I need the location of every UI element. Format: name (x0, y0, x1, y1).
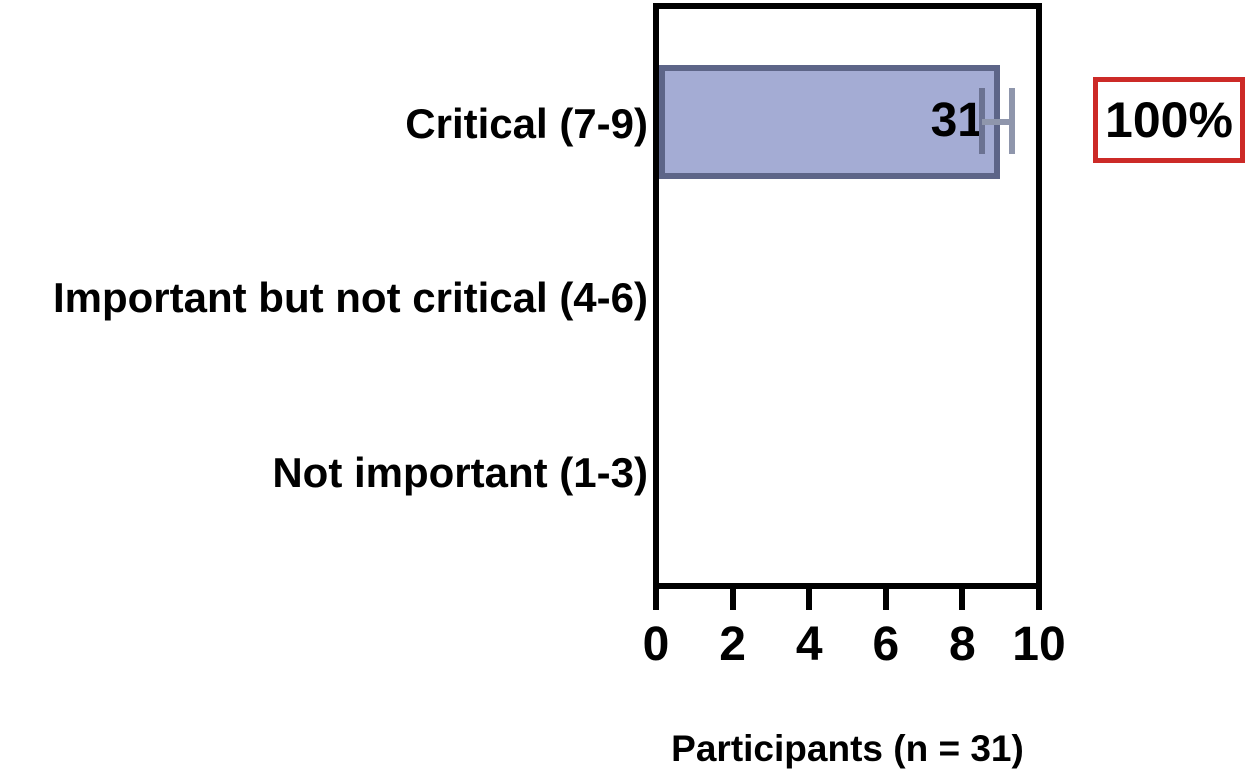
percentage-annotation-box: 100% (1093, 77, 1245, 163)
x-tick-mark (806, 589, 813, 610)
x-tick-mark (1036, 589, 1042, 610)
category-label-important-not-critical: Important but not critical (4-6) (52, 274, 648, 321)
x-tick-mark (653, 589, 659, 610)
error-bar-whisker (981, 119, 1013, 125)
category-label-not-important: Not important (1-3) (272, 449, 648, 496)
x-tick-label: 4 (795, 618, 823, 671)
x-tick-label: 6 (872, 618, 900, 671)
category-label-critical: Critical (7-9) (405, 100, 648, 147)
bar-value-label: 31 (930, 94, 984, 147)
x-tick-label: 0 (642, 618, 670, 671)
x-tick-mark (959, 589, 966, 610)
x-tick-mark (882, 589, 889, 610)
x-tick-label: 8 (949, 618, 976, 671)
x-tick-label: 10 (1012, 618, 1066, 671)
error-bar-cap (1009, 88, 1016, 154)
bar-critical (659, 65, 1000, 179)
x-tick-mark (729, 589, 736, 610)
x-axis-title: Participants (n = 31) (671, 728, 1024, 769)
x-tick-label: 2 (719, 618, 746, 671)
percentage-annotation-label: 100% (1105, 92, 1233, 148)
